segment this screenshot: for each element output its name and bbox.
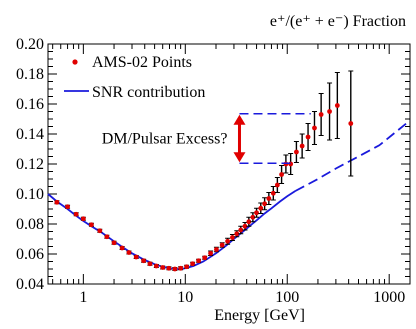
ams-data-point bbox=[270, 190, 276, 196]
y-tick-label: 0.18 bbox=[16, 66, 44, 83]
ams-data-point bbox=[208, 250, 213, 256]
snr-contribution-line bbox=[47, 190, 296, 270]
ams-data-point bbox=[225, 238, 231, 244]
ams-data-point bbox=[166, 265, 172, 271]
chart-title: e⁺/(e⁺ + e⁻) Fraction bbox=[270, 13, 406, 30]
series-layer bbox=[47, 70, 411, 272]
ams-data-point bbox=[279, 172, 284, 177]
excess-annotation-label: DM/Pulsar Excess? bbox=[102, 131, 228, 148]
ams-data-point bbox=[160, 265, 166, 270]
ams-data-point bbox=[111, 240, 117, 246]
ams-data-point bbox=[65, 204, 70, 210]
ams-data-point bbox=[202, 255, 208, 261]
ams-data-point bbox=[230, 235, 235, 240]
y-tick-label: 0.06 bbox=[16, 246, 44, 263]
ams-data-point bbox=[214, 247, 219, 252]
x-axis-label: Energy [GeV] bbox=[214, 307, 305, 324]
y-tick-label: 0.10 bbox=[16, 186, 44, 203]
legend-label-points: AMS-02 Points bbox=[92, 54, 192, 71]
ams-data-point bbox=[147, 261, 153, 267]
x-tick-label: 1 bbox=[79, 289, 87, 306]
y-tick-label: 0.08 bbox=[16, 216, 44, 233]
ams-data-point bbox=[184, 264, 190, 270]
legend-label-line: SNR contribution bbox=[92, 84, 205, 101]
y-tick-label: 0.20 bbox=[16, 36, 44, 53]
ams-data-point bbox=[238, 227, 244, 233]
ams-data-point bbox=[153, 263, 159, 269]
ams-data-point bbox=[318, 112, 324, 117]
ams-data-point bbox=[246, 219, 252, 225]
ams-data-point bbox=[219, 242, 225, 248]
ams-data-point bbox=[294, 149, 299, 155]
ams-data-point bbox=[141, 258, 147, 264]
legend-marker-points bbox=[72, 59, 78, 65]
ams-data-point bbox=[119, 245, 125, 251]
ams-data-point bbox=[178, 265, 184, 271]
ams-data-point bbox=[190, 261, 196, 267]
ams-data-point bbox=[73, 211, 79, 217]
legend: AMS-02 Points SNR contribution bbox=[64, 54, 205, 101]
ams-data-point bbox=[262, 201, 268, 207]
ams-data-point bbox=[89, 222, 94, 228]
ams-data-point bbox=[80, 216, 86, 222]
x-tick-label: 10 bbox=[177, 289, 193, 306]
ams-data-point bbox=[348, 121, 354, 126]
ams-data-point bbox=[334, 103, 340, 108]
excess-arrow-head-down bbox=[233, 152, 246, 163]
snr-contribution-line-dashed bbox=[294, 119, 411, 192]
annotation-layer: DM/Pulsar Excess? bbox=[102, 112, 311, 165]
y-tick-label: 0.12 bbox=[16, 156, 44, 173]
ams-data-point bbox=[327, 109, 332, 114]
ams-data-point bbox=[299, 143, 305, 149]
ams-data-point bbox=[97, 228, 103, 234]
axes: 0.04 0.06 0.08 0.10 0.12 0.14 0.16 0.18 0.20 1 10 1… bbox=[16, 36, 410, 306]
ams-data-point bbox=[274, 182, 280, 188]
excess-arrow-head-up bbox=[233, 114, 246, 125]
y-tick-label: 0.14 bbox=[16, 126, 44, 143]
ams-data-point bbox=[242, 223, 248, 229]
ams-data-point bbox=[54, 199, 60, 205]
y-tick-label: 0.04 bbox=[16, 276, 44, 293]
plot-frame bbox=[47, 43, 411, 285]
ams-data-point bbox=[312, 125, 317, 131]
ams-data-point bbox=[133, 254, 139, 260]
ams-data-point bbox=[250, 214, 256, 220]
x-tick-label: 1000 bbox=[373, 289, 405, 306]
ams-data-point bbox=[126, 250, 132, 255]
ams-data-point bbox=[258, 205, 264, 211]
y-tick-label: 0.16 bbox=[16, 96, 44, 113]
ams-data-point bbox=[172, 266, 178, 272]
ams-data-point bbox=[266, 196, 272, 201]
ams-data-point bbox=[254, 210, 259, 216]
ams-data-point bbox=[234, 231, 240, 237]
x-tick-label: 100 bbox=[275, 289, 299, 306]
ams-data-point bbox=[196, 258, 201, 264]
ams-data-point bbox=[305, 134, 311, 140]
plot-area bbox=[47, 43, 411, 285]
ams-data-point bbox=[104, 234, 110, 240]
